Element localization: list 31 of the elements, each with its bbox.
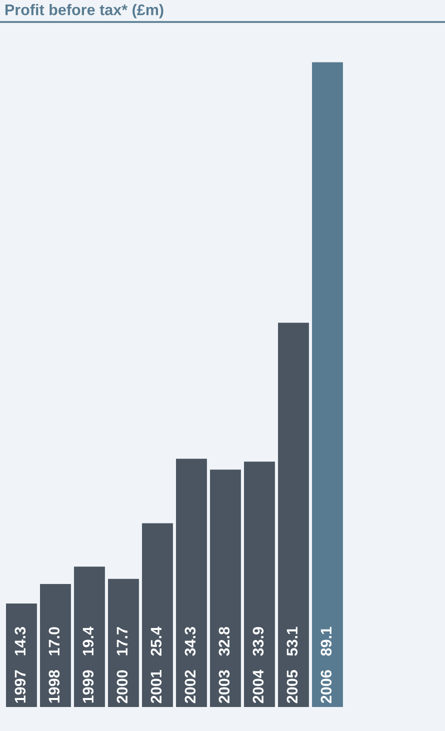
bar (40, 584, 71, 707)
x-tick-label: 2006 (320, 670, 332, 704)
chart-title: Profit before tax* (£m) (5, 4, 164, 18)
x-tick-label: 1997 (14, 670, 26, 703)
data-label: 19.4 (82, 626, 94, 656)
bar (244, 462, 275, 707)
x-tick-label: 1998 (48, 670, 60, 703)
data-label: 14.3 (14, 627, 26, 656)
data-label: 53.1 (286, 626, 298, 656)
data-label: 25.4 (150, 626, 162, 656)
bar (74, 566, 105, 707)
data-label: 17.0 (48, 627, 60, 656)
data-label: 32.8 (218, 626, 230, 656)
x-tick-label: 2001 (150, 670, 162, 704)
x-tick-label: 2003 (218, 670, 230, 704)
bar (312, 62, 343, 707)
bar (6, 604, 37, 707)
data-label: 34.3 (184, 627, 196, 656)
bar (176, 458, 207, 707)
x-tick-label: 2002 (184, 670, 196, 704)
bar (278, 322, 309, 707)
bar (108, 578, 139, 707)
x-tick-label: 2004 (252, 670, 264, 704)
x-tick-label: 1999 (82, 670, 94, 703)
data-label: 17.7 (116, 627, 128, 656)
x-tick-label: 2005 (286, 670, 298, 704)
x-tick-label: 2000 (116, 670, 128, 704)
data-label: 33.9 (252, 627, 264, 656)
bar (142, 523, 173, 707)
data-label: 89.1 (320, 626, 332, 656)
bar (210, 470, 241, 707)
